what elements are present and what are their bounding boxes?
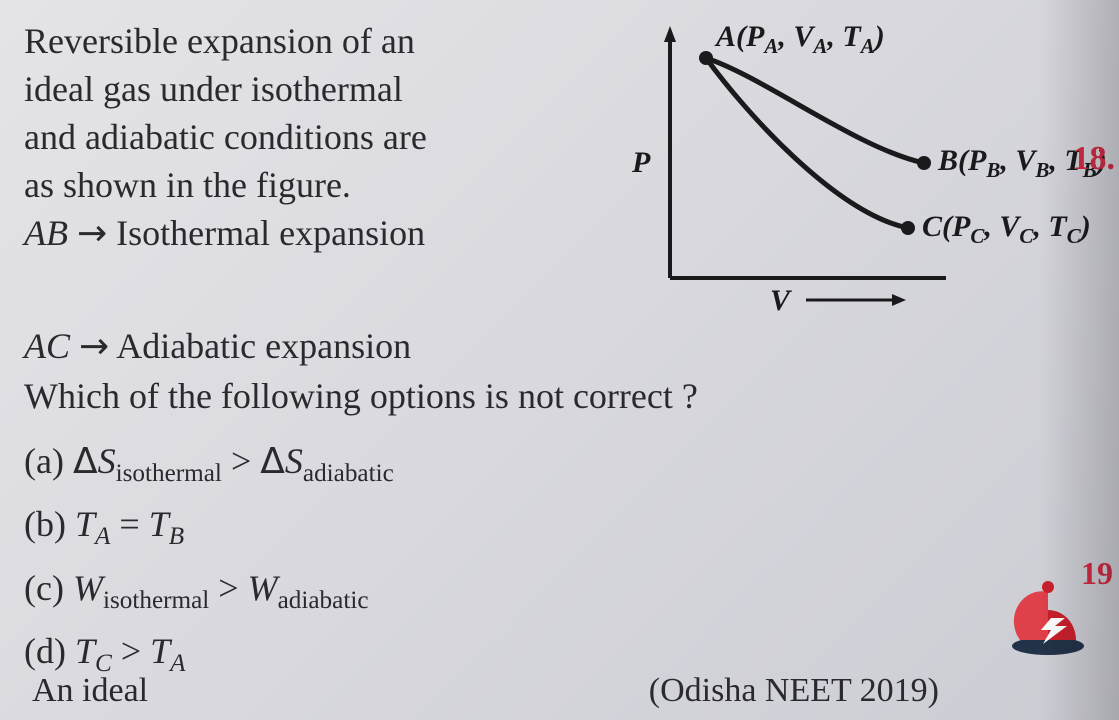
options-list: (a) ΔSisothermal > ΔSadiabatic (b) TA = … [24,434,1095,683]
intro-line-4: as shown in the figure. [24,162,584,208]
question-prompt: Which of the following options is not co… [24,372,1095,421]
point-c-label: C(PC, VC, TC) [922,210,1091,249]
pv-diagram: P A(PA, VA, TA) B(PB, VB, TB) C(PC, VC, … [596,18,1095,318]
option-b-label: (b) [24,504,66,544]
option-d-label: (d) [24,631,66,671]
process-ab: AB → Isothermal expansion [24,210,584,257]
intro-line-1: Reversible expansion of an [24,18,584,64]
question-stem: Reversible expansion of an ideal gas und… [24,18,584,259]
margin-question-number: 18. [1073,140,1116,178]
source-citation: (Odisha NEET 2019) [649,672,939,710]
point-a-label: A(PA, VA, TA) [716,20,885,59]
process-ac: AC → Adiabatic expansion [24,322,1095,372]
option-a: (a) ΔSisothermal > ΔSadiabatic [24,434,1095,493]
option-a-label: (a) [24,441,64,481]
cutoff-next-question: An ideal [32,672,148,710]
option-b: (b) TA = TB [24,497,1095,556]
option-c-label: (c) [24,568,64,608]
y-axis-label: P [632,146,650,180]
intro-line-2: ideal gas under isothermal [24,66,584,112]
buzzer-icon [1005,574,1091,660]
option-c: (c) Wisothermal > Wadiabatic [24,561,1095,620]
intro-line-3: and adiabatic conditions are [24,114,584,160]
x-axis-label: V [770,284,790,318]
